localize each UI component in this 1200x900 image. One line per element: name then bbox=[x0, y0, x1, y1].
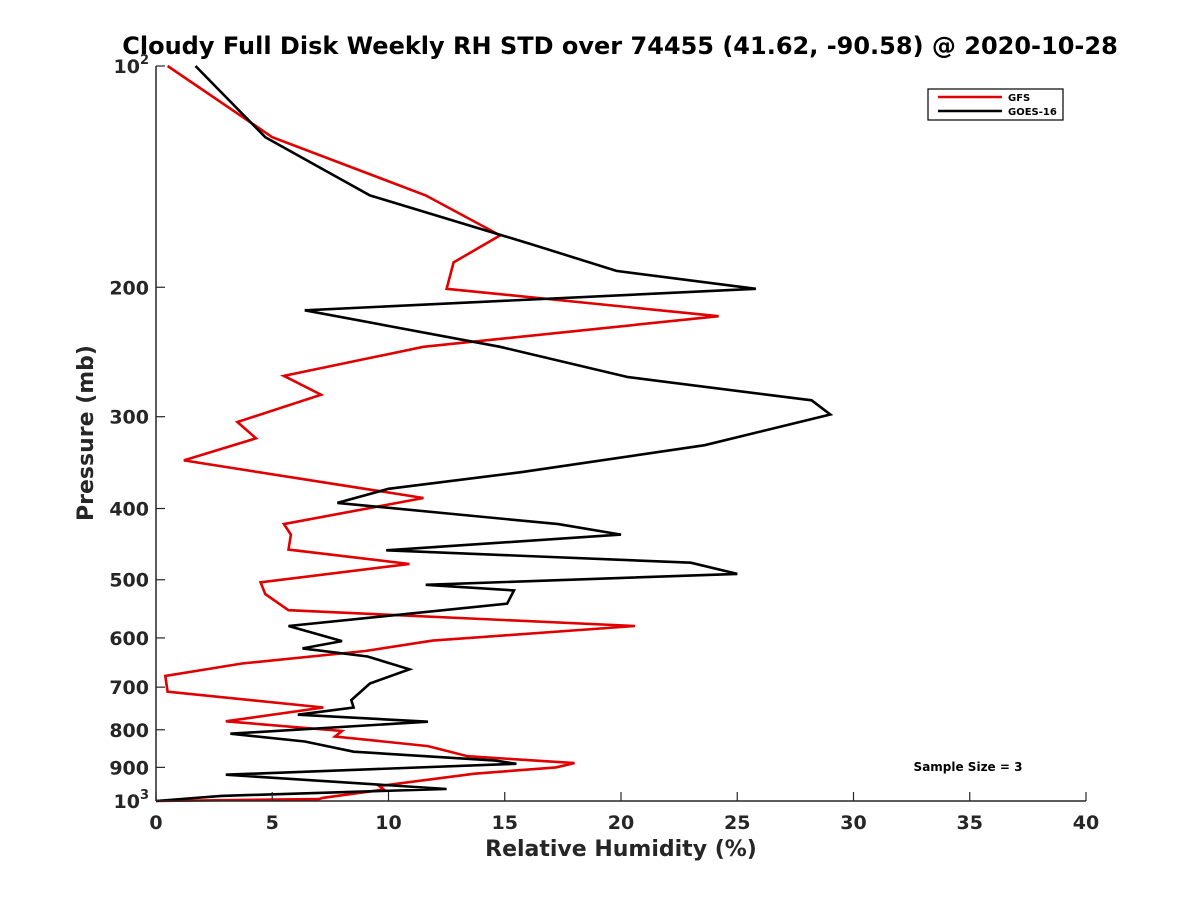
legend: GFS GOES-16 bbox=[927, 88, 1064, 121]
x-tick-label: 0 bbox=[149, 812, 162, 834]
y-tick-base: 10 bbox=[114, 56, 140, 78]
x-tick-label: 5 bbox=[266, 812, 279, 834]
y-axis-label: Pressure (mb) bbox=[74, 345, 99, 521]
y-tick-label: 103 bbox=[114, 788, 150, 813]
x-axis-label: Relative Humidity (%) bbox=[485, 837, 757, 862]
y-tick-label: 700 bbox=[109, 677, 149, 699]
y-tick-label: 200 bbox=[109, 277, 149, 299]
x-tick-label: 25 bbox=[724, 812, 750, 834]
y-tick-label: 600 bbox=[109, 628, 149, 650]
series-line-goes16 bbox=[155, 65, 834, 803]
y-tick-label: 500 bbox=[109, 570, 149, 592]
legend-box bbox=[927, 88, 1064, 121]
x-tick-label: 40 bbox=[1073, 812, 1099, 834]
y-tick-label: 102 bbox=[114, 53, 150, 78]
y-tick-base: 10 bbox=[114, 791, 140, 813]
y-tick-exponent: 2 bbox=[140, 53, 149, 68]
y-tick-label: 900 bbox=[109, 757, 149, 779]
series-line-gfs bbox=[155, 64, 719, 803]
y-tick-label: 300 bbox=[109, 407, 149, 429]
x-tick-label: 35 bbox=[957, 812, 983, 834]
x-tick-label: 20 bbox=[608, 812, 634, 834]
x-axis-ticks: 0 5 10 15 20 25 30 35 40 bbox=[149, 792, 1099, 834]
legend-label-goes16: GOES-16 bbox=[1008, 107, 1057, 118]
x-tick-label: 30 bbox=[840, 812, 866, 834]
y-tick-label: 400 bbox=[109, 499, 149, 521]
chart-title: Cloudy Full Disk Weekly RH STD over 7445… bbox=[122, 32, 1118, 60]
x-tick-label: 15 bbox=[492, 812, 518, 834]
y-tick-exponent: 3 bbox=[140, 788, 149, 803]
x-tick-label: 10 bbox=[375, 812, 401, 834]
sample-size-annotation: Sample Size = 3 bbox=[914, 760, 1023, 774]
series-layer bbox=[155, 64, 834, 803]
y-tick-label: 800 bbox=[109, 720, 149, 742]
plot-area: 0 5 10 15 20 25 30 35 40 10220030040050060070080… bbox=[109, 53, 1099, 834]
legend-label-gfs: GFS bbox=[1008, 93, 1030, 104]
